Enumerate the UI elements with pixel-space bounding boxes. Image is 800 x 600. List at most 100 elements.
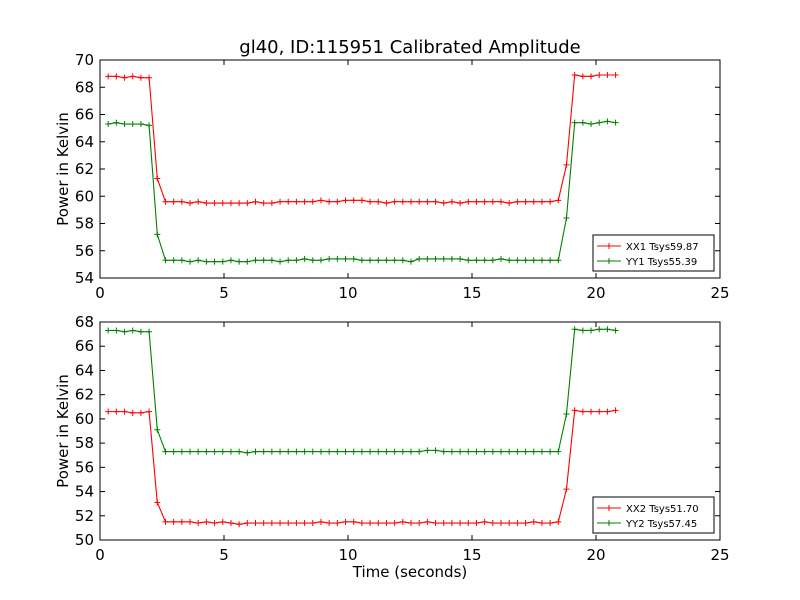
- legend-box: [592, 234, 715, 272]
- data-point-marker: [473, 520, 480, 527]
- data-point-marker: [596, 71, 603, 78]
- data-point-marker: [334, 520, 341, 527]
- data-point-marker: [309, 448, 316, 455]
- data-point-marker: [522, 198, 529, 205]
- y-tick-label: 60: [75, 187, 94, 205]
- data-point-marker: [244, 258, 251, 265]
- data-point-marker: [219, 258, 226, 265]
- data-point-marker: [498, 198, 505, 205]
- data-point-marker: [538, 448, 545, 455]
- data-point-marker: [268, 257, 275, 264]
- data-point-marker: [195, 198, 202, 205]
- data-point-marker: [416, 520, 423, 527]
- data-point-marker: [252, 257, 259, 264]
- data-point-marker: [383, 257, 390, 264]
- data-point-marker: [514, 198, 521, 205]
- data-point-marker: [481, 198, 488, 205]
- data-point-marker: [375, 448, 382, 455]
- data-point-marker: [317, 448, 324, 455]
- y-tick-label: 52: [75, 507, 94, 525]
- data-point-marker: [440, 448, 447, 455]
- data-point-marker: [473, 198, 480, 205]
- data-point-marker: [448, 520, 455, 527]
- data-point-marker: [571, 407, 578, 414]
- data-point-marker: [530, 257, 537, 264]
- data-point-marker: [129, 73, 136, 80]
- data-point-marker: [465, 448, 472, 455]
- data-point-marker: [571, 326, 578, 333]
- x-axis-label: Time (seconds): [352, 563, 468, 581]
- data-point-marker: [350, 255, 357, 262]
- data-point-marker: [514, 448, 521, 455]
- data-point-marker: [547, 198, 554, 205]
- data-point-marker: [236, 258, 243, 265]
- data-point-marker: [121, 121, 128, 128]
- data-point-marker: [498, 448, 505, 455]
- data-point-marker: [448, 198, 455, 205]
- x-tick-label: 5: [219, 284, 229, 302]
- data-point-marker: [530, 448, 537, 455]
- data-point-marker: [391, 520, 398, 527]
- data-point-marker: [326, 198, 333, 205]
- data-point-marker: [522, 257, 529, 264]
- data-point-marker: [555, 518, 562, 525]
- data-point-marker: [285, 198, 292, 205]
- data-point-marker: [121, 408, 128, 415]
- data-point-marker: [473, 257, 480, 264]
- data-point-marker: [514, 257, 521, 264]
- data-point-marker: [563, 486, 570, 493]
- data-point-marker: [506, 200, 513, 207]
- data-point-marker: [498, 255, 505, 262]
- data-point-marker: [309, 257, 316, 264]
- data-point-marker: [211, 258, 218, 265]
- data-point-marker: [407, 258, 414, 265]
- data-point-marker: [285, 520, 292, 527]
- data-point-marker: [612, 119, 619, 126]
- data-point-marker: [244, 520, 251, 527]
- data-point-marker: [375, 257, 382, 264]
- data-point-marker: [432, 198, 439, 205]
- data-point-marker: [612, 71, 619, 78]
- data-point-marker: [154, 175, 161, 182]
- data-point-marker: [465, 257, 472, 264]
- data-point-marker: [571, 119, 578, 126]
- data-point-marker: [358, 197, 365, 204]
- data-point-marker: [154, 426, 161, 433]
- data-point-marker: [236, 448, 243, 455]
- data-point-marker: [285, 257, 292, 264]
- data-point-marker: [588, 73, 595, 80]
- data-point-marker: [489, 448, 496, 455]
- data-point-marker: [317, 518, 324, 525]
- data-point-marker: [498, 520, 505, 527]
- data-point-marker: [154, 231, 161, 238]
- data-point-marker: [506, 448, 513, 455]
- y-tick-label: 62: [75, 386, 94, 404]
- data-point-marker: [129, 121, 136, 128]
- data-point-marker: [187, 258, 194, 265]
- x-tick-label: 15: [462, 546, 481, 564]
- data-point-marker: [604, 326, 611, 333]
- data-point-marker: [489, 520, 496, 527]
- data-point-marker: [391, 448, 398, 455]
- data-point-marker: [170, 518, 177, 525]
- data-point-marker: [170, 198, 177, 205]
- data-point-marker: [137, 121, 144, 128]
- data-point-marker: [522, 448, 529, 455]
- data-point-marker: [277, 258, 284, 265]
- data-point-marker: [604, 408, 611, 415]
- data-point-marker: [105, 121, 112, 128]
- data-point-marker: [440, 255, 447, 262]
- data-point-marker: [424, 518, 431, 525]
- data-point-marker: [342, 197, 349, 204]
- data-point-marker: [399, 448, 406, 455]
- data-point-marker: [465, 520, 472, 527]
- data-point-marker: [489, 198, 496, 205]
- data-point-marker: [326, 520, 333, 527]
- data-point-marker: [596, 119, 603, 126]
- y-tick-label: 56: [75, 242, 94, 260]
- data-point-marker: [146, 122, 153, 129]
- data-point-marker: [137, 328, 144, 335]
- bottom-panel: 0 5 10 15 20 25 50 52 54 56 58 60 62 64 66 68 Power in K…: [54, 313, 730, 581]
- data-point-marker: [555, 257, 562, 264]
- data-point-marker: [383, 520, 390, 527]
